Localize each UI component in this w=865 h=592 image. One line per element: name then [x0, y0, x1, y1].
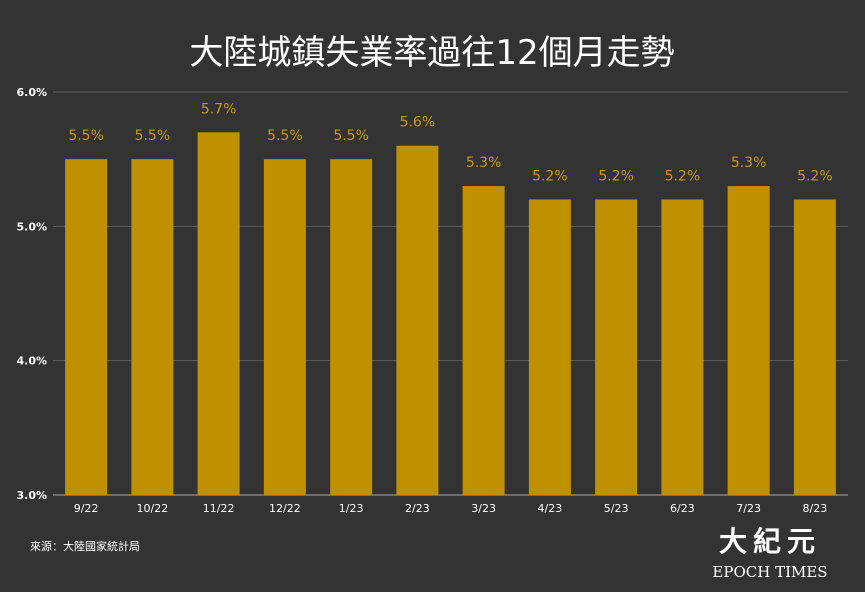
x-axis-categories: 9/22 10/22 11/22 12/22 1/23 2/23 3/23 4/23 5/23 6… — [74, 502, 827, 515]
data-label: 5.3% — [466, 155, 502, 171]
bar — [330, 159, 373, 495]
data-label: 5.5% — [333, 128, 369, 144]
bar — [65, 159, 108, 495]
y-axis-ticks: 3.0% 4.0% 5.0% 6.0% — [16, 86, 47, 502]
logo-english-text: EPOCH TIMES — [712, 563, 827, 581]
x-category-label: 9/22 — [74, 502, 99, 515]
bar — [396, 145, 439, 495]
bar — [197, 132, 240, 496]
data-labels: 5.5% 5.5% 5.7% 5.5% 5.5% 5.6% 5.3% 5.2% 5.2% 5.2%… — [68, 101, 832, 184]
data-label: 5.5% — [135, 128, 171, 144]
epoch-times-logo: 大紀元 EPOCH TIMES — [712, 525, 827, 581]
bar — [793, 199, 836, 495]
data-label: 5.2% — [532, 168, 568, 184]
y-tick-label: 3.0% — [16, 489, 47, 502]
data-label: 5.2% — [665, 168, 701, 184]
bar — [661, 199, 704, 495]
bar — [528, 199, 571, 495]
x-category-label: 4/23 — [538, 502, 563, 515]
y-tick-label: 4.0% — [16, 355, 47, 368]
data-label: 5.3% — [731, 155, 767, 171]
data-label: 5.6% — [400, 115, 436, 131]
x-category-label: 8/23 — [803, 502, 828, 515]
bar — [595, 199, 638, 495]
y-tick-label: 6.0% — [16, 86, 47, 99]
x-category-label: 7/23 — [736, 502, 761, 515]
bar — [462, 186, 505, 496]
bar — [131, 159, 174, 495]
x-category-label: 3/23 — [471, 502, 496, 515]
bar — [263, 159, 306, 495]
x-category-label: 11/22 — [203, 502, 235, 515]
x-category-label: 10/22 — [137, 502, 169, 515]
x-category-label: 5/23 — [604, 502, 629, 515]
x-category-label: 2/23 — [405, 502, 430, 515]
x-category-label: 12/22 — [269, 502, 301, 515]
data-label: 5.7% — [201, 101, 237, 117]
logo-chinese-text: 大紀元 — [719, 525, 821, 558]
data-label: 5.2% — [598, 168, 634, 184]
data-label: 5.2% — [797, 168, 833, 184]
chart-title: 大陸城鎮失業率過往12個月走勢 — [189, 33, 674, 73]
x-category-label: 6/23 — [670, 502, 695, 515]
bars — [65, 132, 836, 496]
gridlines — [53, 91, 848, 496]
source-note: 來源：大陸國家統計局 — [30, 539, 140, 553]
bar — [727, 186, 770, 496]
x-category-label: 1/23 — [339, 502, 364, 515]
y-tick-label: 5.0% — [16, 220, 47, 233]
data-label: 5.5% — [68, 128, 104, 144]
data-label: 5.5% — [267, 128, 303, 144]
